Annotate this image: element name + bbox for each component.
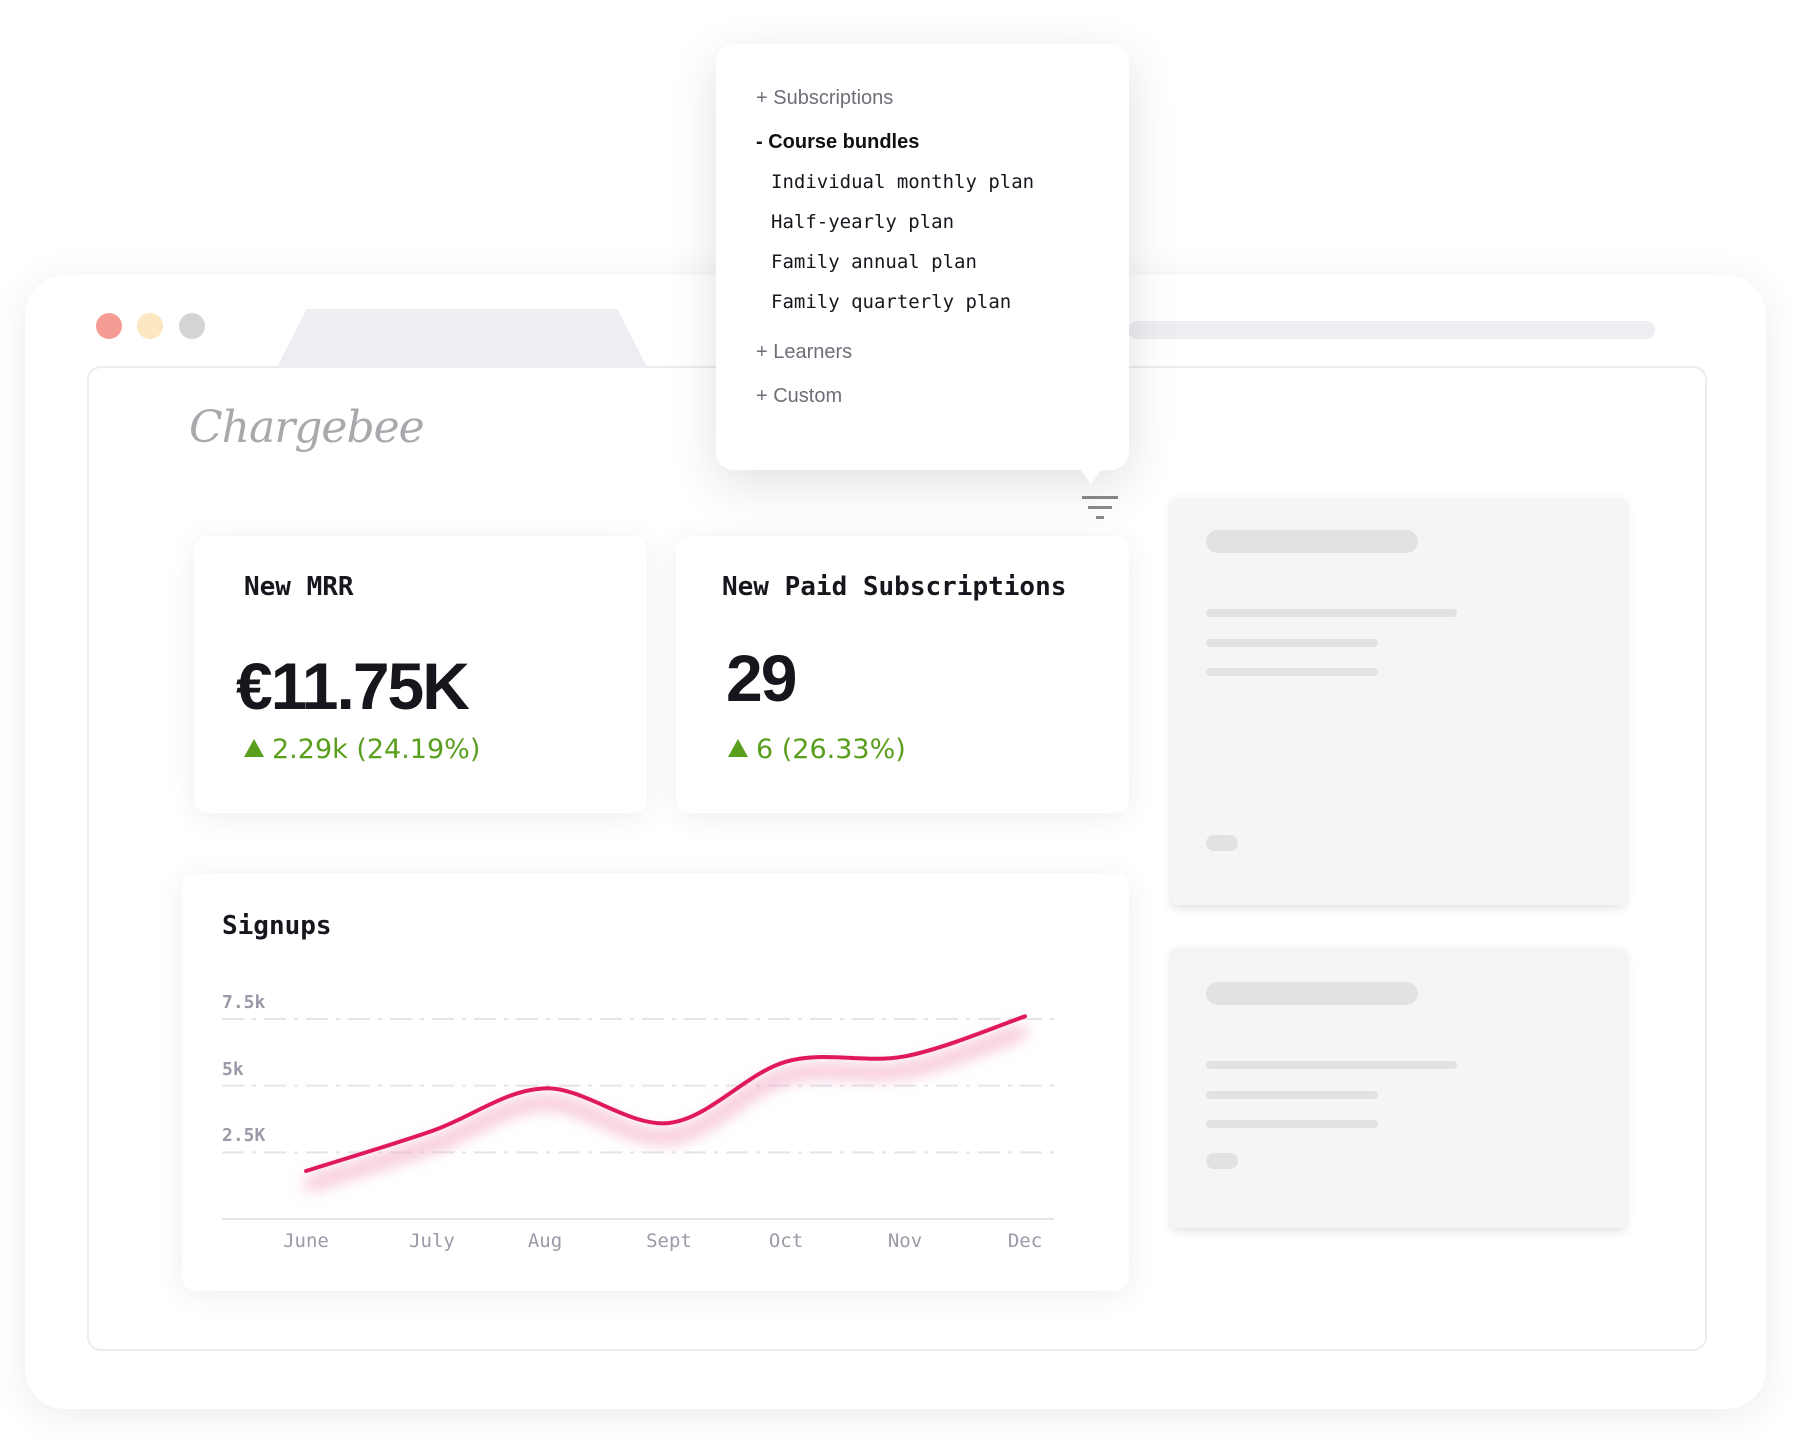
dropdown-pointer (1079, 468, 1103, 484)
x-tick-label: June (283, 1230, 329, 1252)
series-line-glow (304, 1025, 1027, 1190)
skeleton-line (1206, 1091, 1378, 1099)
delta-text: 2.29k (24.19%) (272, 734, 481, 765)
delta-text: 6 (26.33%) (756, 734, 906, 765)
y-tick-label: 2.5K (222, 1125, 266, 1147)
x-tick-label: Sept (646, 1230, 692, 1252)
filter-option[interactable]: Half-yearly plan (771, 211, 955, 233)
new-paid-subscriptions-card: New Paid Subscriptions 29 6 (26.33%) (676, 536, 1129, 813)
x-tick-label: Oct (768, 1230, 804, 1252)
chargebee-logo: Chargebee (189, 402, 425, 453)
signups-chart-card: Signups (182, 873, 1129, 1291)
filter-group-subscriptions[interactable]: + Subscriptions (756, 87, 894, 109)
metric-value: 29 (726, 641, 797, 715)
x-tick-label: July (409, 1230, 455, 1252)
trend-up-icon (244, 739, 264, 757)
skeleton-title (1206, 530, 1418, 553)
skeleton-pill (1206, 1153, 1238, 1169)
skeleton-title (1206, 982, 1418, 1005)
series-line (304, 1014, 1027, 1173)
address-bar[interactable] (1128, 321, 1655, 339)
filter-group-custom[interactable]: + Custom (756, 385, 843, 407)
filter-option[interactable]: Family annual plan (771, 251, 977, 273)
skeleton-line (1206, 639, 1378, 647)
metric-delta: 2.29k (24.19%) (244, 734, 480, 765)
card-title: New Paid Subscriptions (722, 572, 1067, 602)
filter-icon[interactable] (1082, 496, 1118, 522)
skeleton-line (1206, 609, 1457, 617)
card-title: New MRR (244, 572, 354, 602)
placeholder-card (1171, 498, 1626, 905)
filter-group-course-bundles[interactable]: - Course bundles (756, 131, 920, 153)
metric-value: €11.75K (236, 649, 470, 723)
skeleton-pill (1206, 835, 1238, 851)
skeleton-line (1206, 668, 1378, 676)
minimize-window-button[interactable] (137, 313, 163, 339)
y-tick-label: 5k (222, 1058, 244, 1080)
new-mrr-card: New MRR €11.75K 2.29k (24.19%) (194, 536, 647, 813)
trend-up-icon (728, 739, 748, 757)
filter-option[interactable]: Individual monthly plan (771, 171, 1035, 193)
maximize-window-button[interactable] (179, 313, 205, 339)
chart-title: Signups (222, 911, 332, 941)
skeleton-line (1206, 1120, 1378, 1128)
skeleton-line (1206, 1061, 1457, 1069)
placeholder-card (1171, 948, 1626, 1228)
metric-delta: 6 (26.33%) (728, 734, 906, 765)
x-tick-label: Nov (887, 1230, 923, 1252)
filter-group-learners[interactable]: + Learners (756, 341, 853, 363)
filter-option[interactable]: Family quarterly plan (771, 291, 1012, 313)
filter-dropdown (716, 44, 1129, 470)
x-tick-label: Aug (527, 1230, 563, 1252)
y-tick-label: 7.5k (222, 992, 266, 1013)
x-tick-label: Dec (1007, 1230, 1043, 1252)
close-window-button[interactable] (96, 313, 122, 339)
browser-tab[interactable] (277, 309, 647, 367)
